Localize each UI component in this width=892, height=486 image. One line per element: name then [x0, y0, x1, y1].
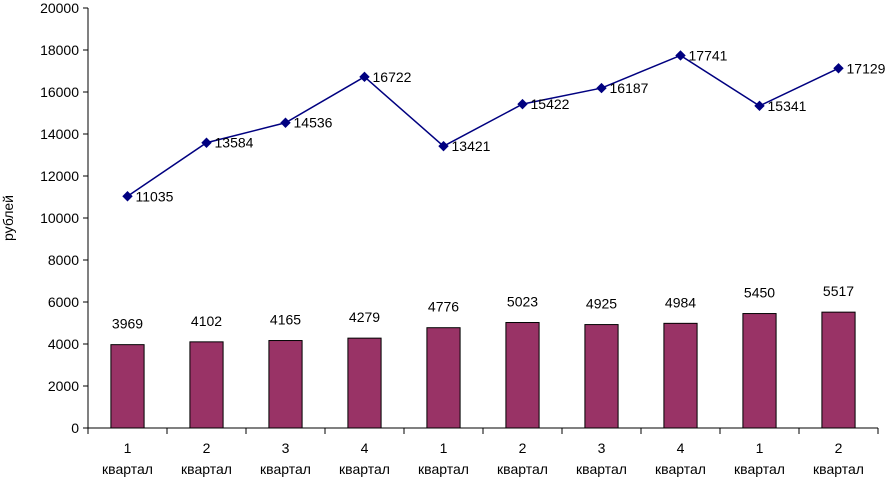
x-tick-label: 2 квартал	[497, 440, 548, 477]
line-point	[754, 100, 765, 112]
data-labels: 3969 4102 4165 4279 4776 5023 4925 4984 5450 5517…	[112, 47, 886, 331]
y-tick-label: 2000	[48, 378, 79, 394]
bar	[189, 341, 224, 429]
line-point	[675, 50, 686, 61]
bar-value-label: 4165	[270, 312, 301, 328]
y-tick-label: 0	[71, 420, 79, 436]
line-point	[438, 140, 449, 152]
bar	[663, 322, 698, 429]
x-tick-label: 1 квартал	[734, 440, 785, 477]
y-axis-label: рублей	[0, 195, 16, 241]
line-value-label: 16722	[373, 69, 412, 85]
y-tick-label: 16000	[40, 84, 79, 100]
line-point	[280, 117, 291, 128]
bar-value-label: 5517	[823, 283, 854, 299]
bar	[821, 311, 856, 429]
y-tick-label: 14000	[40, 126, 79, 142]
x-tick-label: 1 квартал	[418, 440, 469, 477]
y-tick-label: 10000	[40, 210, 79, 226]
line-point	[517, 98, 528, 110]
y-tick-label: 8000	[48, 252, 79, 268]
series-line	[127, 54, 839, 197]
line-value-label: 11035	[136, 188, 174, 204]
bar-series	[110, 311, 856, 429]
bar-value-label: 4984	[665, 294, 696, 310]
x-tick-label: 2 квартал	[181, 440, 232, 477]
line-markers	[122, 50, 844, 202]
x-tick-label: 2 квартал	[813, 440, 864, 477]
bar-value-label: 4102	[191, 313, 222, 329]
line-series	[127, 54, 839, 197]
line-point	[359, 71, 370, 83]
bar	[110, 344, 145, 429]
bar	[505, 322, 540, 429]
x-axis-ticks: 1 квартал 2 квартал 3 квартал 4 квартал 1 квартал…	[87, 428, 879, 477]
line-value-label: 13421	[452, 138, 491, 154]
line-value-label: 15341	[768, 98, 807, 114]
bar	[347, 337, 382, 429]
line-point	[596, 82, 607, 94]
bar-value-label: 4925	[586, 296, 617, 312]
line-value-label: 14536	[294, 115, 333, 131]
line-point	[833, 63, 844, 74]
y-tick-label: 12000	[40, 168, 79, 184]
x-tick-label: 1 квартал	[102, 440, 153, 477]
line-value-label: 17741	[689, 47, 728, 63]
y-axis-ticks: 0 2000 4000 6000 8000 10000 12000 14000 16000 180…	[40, 0, 88, 436]
y-tick-label: 18000	[40, 42, 79, 58]
bar	[426, 327, 461, 429]
bar	[742, 313, 777, 429]
y-tick-label: 20000	[40, 0, 79, 16]
line-value-label: 16187	[610, 80, 649, 96]
bar-value-label: 3969	[112, 316, 143, 332]
x-tick-label: 4 квартал	[339, 440, 390, 477]
line-value-label: 13584	[215, 135, 254, 151]
y-tick-label: 6000	[48, 294, 79, 310]
x-tick-label: 3 квартал	[576, 440, 627, 477]
bar-value-label: 5023	[507, 294, 538, 310]
y-tick-label: 4000	[48, 336, 79, 352]
bar-value-label: 4279	[349, 309, 380, 325]
line-value-label: 15422	[531, 96, 570, 112]
x-tick-label: 3 квартал	[260, 440, 311, 477]
bar	[584, 324, 619, 429]
line-value-label: 17129	[847, 60, 886, 76]
bar-value-label: 4776	[428, 299, 459, 315]
line-point	[201, 137, 212, 148]
x-tick-label: 4 квартал	[655, 440, 706, 477]
bar-value-label: 5450	[744, 285, 775, 301]
bar	[268, 340, 303, 429]
line-point	[122, 191, 133, 202]
